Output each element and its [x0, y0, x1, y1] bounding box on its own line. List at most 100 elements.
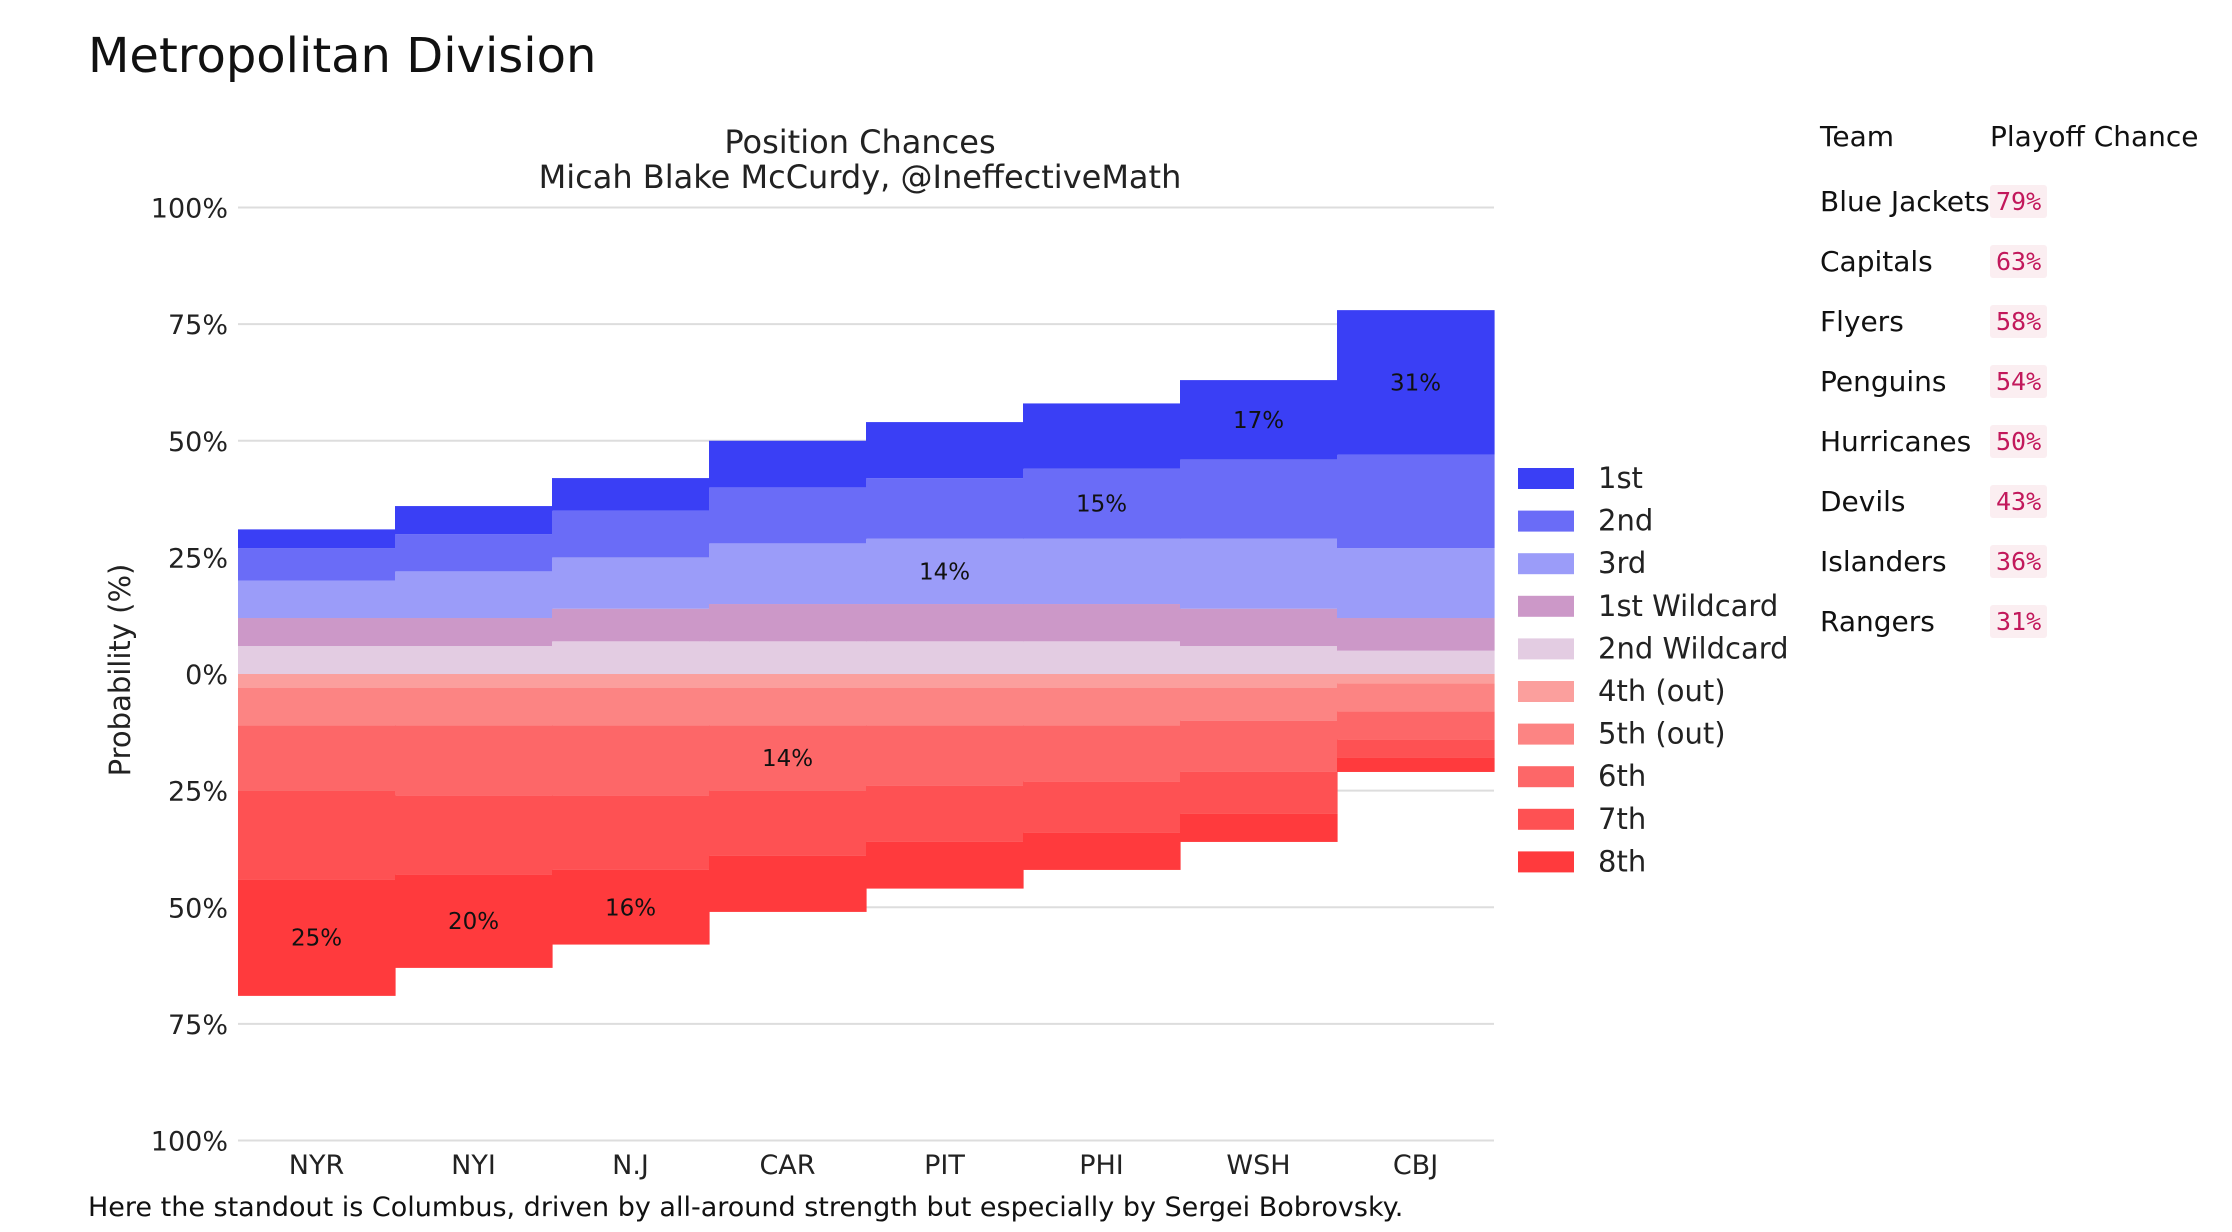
y-tick-label: 0%	[185, 660, 228, 691]
bar-segment	[1337, 739, 1495, 758]
bar-segment	[1337, 548, 1495, 619]
legend-label: 7th	[1598, 802, 1646, 836]
data-label: 14%	[762, 746, 813, 772]
y-tick-labels: 100% 75% 50% 25% 0% 25% 50% 75% 100%	[151, 194, 228, 1158]
legend-swatch	[1518, 851, 1574, 873]
bar-segment	[552, 510, 710, 558]
bar-segment	[238, 725, 396, 791]
legend-label: 3rd	[1598, 546, 1646, 580]
bar-segment	[552, 795, 710, 870]
table-row: Devils 43%	[1820, 471, 2199, 531]
bar-segment	[238, 879, 396, 996]
bar-segment	[866, 478, 1024, 539]
bar-segment	[395, 646, 553, 674]
bar-segment	[866, 604, 1024, 642]
y-tick-label: 25%	[168, 777, 228, 808]
bar-segment	[1180, 380, 1338, 460]
legend-swatch	[1518, 723, 1574, 745]
bar-segment	[1023, 641, 1181, 674]
team-name: Hurricanes	[1820, 424, 1972, 458]
bar-segment	[1023, 538, 1181, 605]
y-axis-label: Probability (%)	[103, 564, 137, 777]
bar-segment	[866, 538, 1024, 605]
team-name: Penguins	[1820, 364, 1947, 398]
playoff-chance-badge: 79%	[1990, 184, 2048, 218]
playoff-chance-badge: 36%	[1990, 544, 2048, 578]
bar-segment	[1180, 720, 1338, 772]
table-row: Flyers 58%	[1820, 291, 2199, 351]
bar-segment	[709, 604, 867, 642]
bar-segment	[1180, 459, 1338, 539]
bar-segment	[238, 618, 396, 647]
bar-segment	[395, 725, 553, 796]
bar-segment	[709, 687, 867, 726]
data-label: 14%	[919, 559, 970, 585]
table-row: Capitals 63%	[1820, 231, 2199, 291]
bar-segment	[866, 785, 1024, 842]
y-tick-label: 50%	[168, 893, 228, 924]
bar-segment	[1023, 403, 1181, 469]
bar-segment	[1180, 674, 1338, 688]
bar-segment	[238, 790, 396, 880]
table-row: Blue Jackets 79%	[1820, 171, 2199, 231]
bar-segment	[1180, 813, 1338, 842]
bar-segment	[1023, 832, 1181, 870]
bar-segment	[709, 725, 867, 791]
legend-label: 1st	[1598, 461, 1643, 495]
bar-segment	[552, 869, 710, 945]
table-header: Team Playoff Chance	[1820, 120, 2199, 153]
bar-segment	[1023, 604, 1181, 642]
bar-segment	[709, 674, 867, 688]
playoff-chance-badge: 31%	[1990, 604, 2048, 638]
data-label: 25%	[291, 926, 342, 952]
y-tick-label: 25%	[168, 543, 228, 574]
table-body: Blue Jackets 79% Capitals 63% Flyers 58% Pe…	[1820, 171, 2199, 651]
legend-swatch	[1518, 595, 1574, 617]
x-tick-label: WSH	[1226, 1150, 1290, 1181]
x-tick-labels: NYR NYI N.J CAR PIT PHI WSH CBJ	[289, 1150, 1438, 1181]
bar-segment	[866, 725, 1024, 786]
y-tick-label: 50%	[168, 427, 228, 458]
table-row: Hurricanes 50%	[1820, 411, 2199, 471]
legend-label: 2nd Wildcard	[1598, 631, 1789, 665]
x-tick-label: NYR	[289, 1150, 344, 1181]
bar-segment	[1337, 454, 1495, 549]
x-tick-label: CBJ	[1393, 1150, 1438, 1181]
bar-segment	[552, 687, 710, 726]
bar-segment	[395, 874, 553, 968]
team-name: Devils	[1820, 484, 1906, 518]
bar-segment	[238, 529, 396, 549]
legend-swatch	[1518, 808, 1574, 830]
bar-segment	[395, 571, 553, 619]
annotations: 25% 20% 16% 14% 14% 15% 17% 31%	[291, 370, 1441, 951]
bar-segment	[1180, 538, 1338, 609]
data-label: 15%	[1076, 492, 1127, 518]
bar-segment	[709, 641, 867, 674]
y-tick-label: 100%	[151, 1127, 228, 1158]
bar-segment	[1180, 687, 1338, 721]
bar-segment	[395, 687, 553, 726]
legend-swatch	[1518, 638, 1574, 660]
table-row: Islanders 36%	[1820, 531, 2199, 591]
position-chances-chart: Position Chances Micah Blake McCurdy, @I…	[103, 123, 1789, 1181]
bar-segment	[1337, 757, 1495, 772]
bar-segment	[1180, 771, 1338, 814]
playoff-chance-badge: 63%	[1990, 244, 2048, 278]
legend-swatch	[1518, 468, 1574, 489]
team-name: Rangers	[1820, 604, 1935, 638]
data-label: 17%	[1233, 408, 1284, 434]
legend-label: 1st Wildcard	[1598, 589, 1778, 623]
legend-label: 4th (out)	[1598, 674, 1726, 708]
bar-segment	[1023, 687, 1181, 726]
playoff-chance-badge: 54%	[1990, 364, 2048, 398]
bar-segment	[395, 795, 553, 875]
bars	[238, 310, 1495, 996]
playoff-chance-badge: 43%	[1990, 484, 2048, 518]
bar-segment	[866, 687, 1024, 726]
bar-segment	[709, 487, 867, 544]
playoff-chance-badge: 50%	[1990, 424, 2048, 458]
chart-subtitle: Micah Blake McCurdy, @IneffectiveMath	[539, 158, 1182, 196]
legend-label: 6th	[1598, 759, 1646, 793]
team-name: Islanders	[1820, 544, 1947, 578]
bar-segment	[1180, 608, 1338, 647]
